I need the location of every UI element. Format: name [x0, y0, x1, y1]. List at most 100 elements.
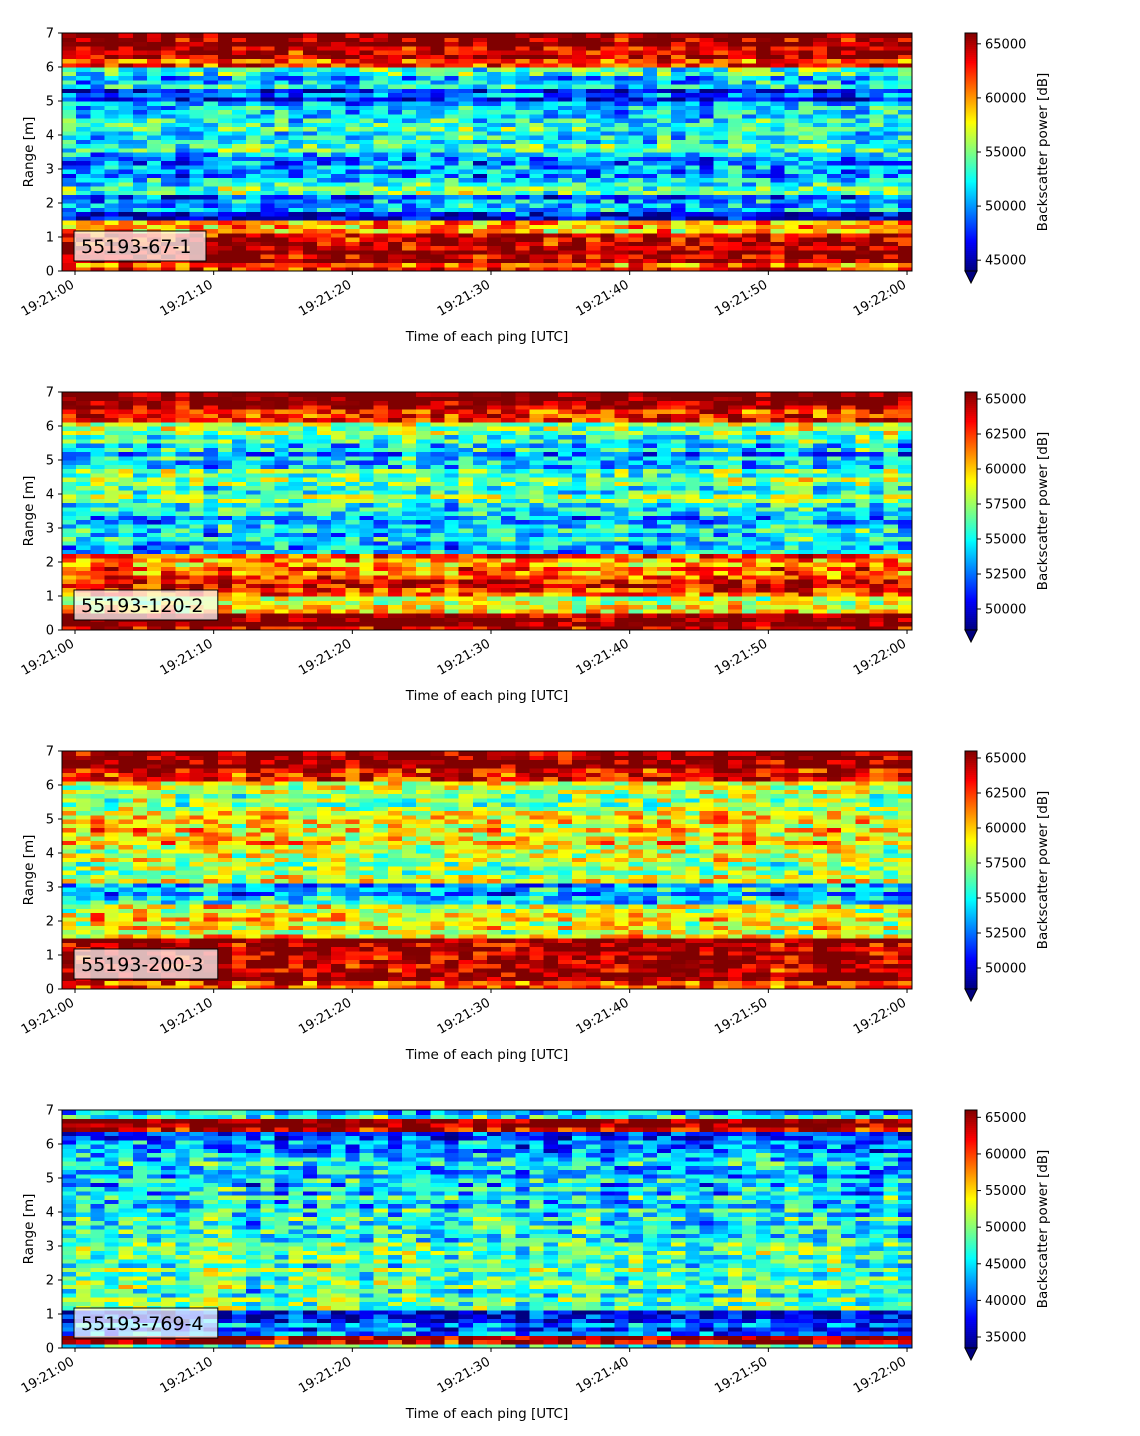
heatmap-cell	[515, 160, 531, 166]
heatmap-cell	[317, 211, 332, 217]
heatmap-cell	[827, 600, 842, 606]
heatmap-cell	[246, 109, 261, 115]
heatmap-cell	[288, 41, 304, 47]
heatmap-cell	[642, 79, 658, 85]
heatmap-cell	[302, 50, 318, 55]
heatmap-cell	[883, 566, 899, 572]
heatmap-cell	[784, 169, 800, 174]
heatmap-cell	[614, 224, 630, 230]
heatmap-cell	[543, 245, 559, 251]
heatmap-cell	[501, 591, 516, 597]
heatmap-cell	[175, 33, 191, 38]
heatmap-cell	[713, 528, 729, 533]
heatmap-cell	[387, 169, 403, 174]
heatmap-cell	[487, 169, 502, 174]
heatmap-cell	[557, 92, 573, 98]
heatmap-cell	[812, 536, 828, 542]
heatmap-cell	[883, 536, 899, 542]
heatmap-cell	[812, 600, 828, 606]
heatmap-cell	[713, 173, 729, 179]
heatmap-cell	[727, 583, 743, 589]
heatmap-cell	[217, 562, 233, 567]
heatmap-cell	[614, 147, 630, 153]
colorbar-segment	[965, 223, 977, 226]
heatmap-cell	[331, 215, 346, 221]
heatmap-cell	[132, 37, 148, 43]
heatmap-cell	[118, 122, 134, 128]
heatmap-cell	[472, 262, 488, 268]
heatmap-cell	[543, 528, 559, 533]
colorbar-segment	[965, 98, 977, 102]
heatmap-cell	[671, 113, 686, 119]
heatmap-cell	[444, 228, 460, 234]
heatmap-cell	[416, 562, 431, 567]
heatmap-cell	[132, 557, 148, 563]
heatmap-cell	[317, 228, 332, 234]
heatmap-cell	[76, 156, 91, 162]
heatmap-cell	[515, 62, 531, 68]
heatmap-cell	[132, 562, 148, 567]
heatmap-cell	[458, 33, 474, 38]
heatmap-cell	[317, 203, 332, 208]
heatmap-cell	[430, 181, 446, 187]
heatmap-cell	[430, 596, 446, 601]
heatmap-cell	[600, 249, 616, 255]
heatmap-cell	[812, 245, 828, 251]
heatmap-cell	[600, 54, 616, 60]
heatmap-cell	[387, 532, 403, 538]
heatmap-cell	[798, 177, 814, 183]
heatmap-cell	[416, 203, 431, 208]
heatmap-cell	[727, 122, 743, 128]
heatmap-cell	[628, 54, 644, 60]
heatmap-cell	[217, 570, 233, 576]
heatmap-cell	[76, 540, 91, 546]
heatmap-cell	[586, 258, 601, 264]
heatmap-cell	[444, 41, 460, 47]
heatmap-cell	[203, 232, 219, 238]
heatmap-cell	[232, 156, 247, 162]
heatmap-cell	[841, 152, 856, 157]
colorbar-segment	[965, 132, 977, 135]
heatmap-cell	[855, 536, 871, 542]
heatmap-cell	[458, 71, 474, 77]
heatmap-cell	[175, 198, 191, 204]
heatmap-cell	[642, 122, 658, 128]
heatmap-cell	[430, 540, 446, 546]
heatmap-cell	[572, 553, 587, 559]
colorbar-segment	[965, 96, 977, 100]
colorbar-segment	[965, 72, 977, 76]
heatmap-cell	[331, 604, 346, 610]
heatmap-cell	[147, 266, 162, 272]
heatmap-cell	[132, 79, 148, 85]
heatmap-cell	[189, 579, 205, 584]
heatmap-cell	[260, 118, 276, 123]
heatmap-cell	[515, 596, 531, 601]
heatmap-cell	[685, 207, 701, 213]
heatmap-cell	[302, 203, 318, 208]
heatmap-cell	[855, 237, 871, 242]
heatmap-cell	[317, 54, 332, 60]
heatmap-cell	[501, 164, 516, 170]
heatmap-cell	[62, 245, 77, 251]
heatmap-cell	[189, 570, 205, 576]
heatmap-cell	[118, 67, 134, 72]
heatmap-cell	[402, 625, 417, 631]
heatmap-cell	[260, 220, 276, 225]
heatmap-cell	[274, 186, 290, 191]
heatmap-cell	[657, 228, 672, 234]
heatmap-cell	[883, 126, 899, 132]
heatmap-cell	[685, 249, 701, 255]
heatmap-cell	[203, 177, 219, 183]
heatmap-cell	[756, 553, 771, 559]
heatmap-cell	[784, 266, 800, 272]
heatmap-cell	[104, 207, 120, 213]
heatmap-cell	[189, 160, 205, 166]
heatmap-cell	[118, 37, 134, 43]
heatmap-cell	[812, 164, 828, 170]
heatmap-cell	[402, 215, 417, 221]
heatmap-cell	[770, 152, 786, 157]
heatmap-cell	[288, 232, 304, 238]
heatmap-cell	[288, 245, 304, 251]
heatmap-cell	[118, 203, 134, 208]
heatmap-cell	[841, 130, 856, 136]
